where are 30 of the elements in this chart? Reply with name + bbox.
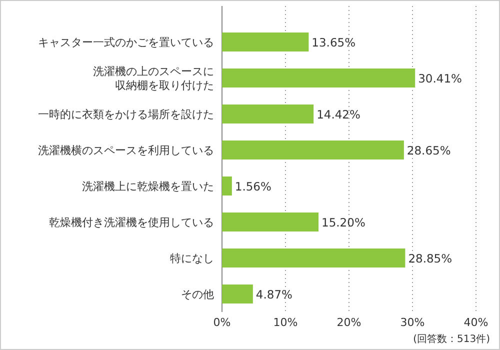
data-label: 28.85% <box>408 252 452 266</box>
x-tick-label: 20% <box>336 316 362 329</box>
bar <box>222 68 416 88</box>
x-tick-label: 0% <box>213 316 231 329</box>
bar <box>222 176 232 196</box>
text: (回答数：513件) <box>413 333 490 345</box>
data-label: 14.42% <box>316 108 360 122</box>
y-tick-label: キャスター一式のかごを置いている <box>38 36 214 49</box>
x-tick-label: 40% <box>464 316 488 329</box>
data-label: 28.65% <box>406 144 451 158</box>
x-tick-label: 30% <box>400 316 425 329</box>
bar <box>222 104 314 124</box>
data-label: 30.41% <box>418 72 462 86</box>
y-tick-label: 洗濯機の上のスペースに収納棚を取り付けた <box>93 65 214 92</box>
bar <box>222 248 406 268</box>
bar <box>222 140 404 160</box>
data-label: 13.65% <box>312 36 356 50</box>
data-label: 15.20% <box>322 216 366 230</box>
y-tick-label: 特になし <box>170 252 214 265</box>
bar <box>222 32 309 52</box>
y-tick-label: その他 <box>181 288 214 301</box>
data-label: 1.56% <box>234 180 272 194</box>
y-tick-label: 一時的に衣類をかける場所を設けた <box>38 108 214 121</box>
y-tick-label: 洗濯機上に乾燥機を置いた <box>82 180 214 193</box>
bar <box>222 284 253 304</box>
y-tick-label: 乾燥機付き洗濯機を使用している <box>49 216 214 229</box>
y-tick-label: 洗濯機横のスペースを利用している <box>38 144 214 157</box>
data-label: 4.87% <box>256 288 293 302</box>
x-tick-label: 10% <box>273 316 298 329</box>
bar <box>222 212 319 232</box>
